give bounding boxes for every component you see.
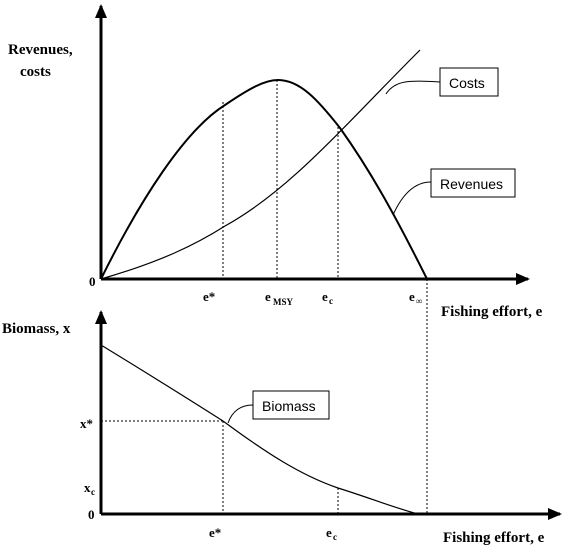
- costs-callout-box: [439, 67, 499, 97]
- tick-e-c-top-base: e: [322, 289, 328, 304]
- biomass-curve: [100, 344, 419, 515]
- tick-zero-bottom: 0: [88, 507, 95, 522]
- bottom-panel: Biomass, x Fishing effort, e x* x c 0 e*…: [2, 279, 562, 546]
- bottom-x-title: Fishing effort, e: [443, 530, 545, 546]
- tick-e-c-bottom-sub: c: [333, 532, 337, 542]
- tick-e-c-top: e c: [322, 289, 333, 306]
- top-panel: Revenues, costs 0 Fishing effort, e e* e…: [8, 4, 543, 320]
- tick-e-inf-sub: ∞: [416, 296, 422, 306]
- tick-e-inf: e ∞: [409, 289, 422, 306]
- top-origin-label: 0: [89, 274, 96, 289]
- bottom-y-title: Biomass, x: [2, 321, 71, 337]
- tick-e-star-top: e*: [203, 289, 215, 304]
- revenues-callout-leader: [392, 181, 432, 216]
- tick-x-c-base: x: [84, 480, 91, 495]
- top-y-title-line2: costs: [20, 64, 51, 80]
- tick-x-c: x c: [84, 480, 95, 497]
- tick-e-c-bottom: e c: [326, 525, 337, 542]
- tick-e-msy: e MSY: [265, 289, 294, 307]
- tick-e-c-bottom-base: e: [326, 525, 332, 540]
- costs-callout-leader: [385, 80, 441, 95]
- top-y-title-line1: Revenues,: [8, 42, 73, 58]
- biomass-callout-text: Biomass: [262, 398, 316, 414]
- biomass-callout-leader: [227, 404, 254, 424]
- cost-curve: [100, 49, 421, 280]
- costs-callout-text: Costs: [449, 75, 485, 91]
- revenues-callout-box: [430, 168, 516, 198]
- revenues-callout-text: Revenues: [440, 176, 503, 192]
- revenue-curve: [100, 78, 428, 280]
- top-x-title: Fishing effort, e: [441, 304, 543, 320]
- tick-x-star: x*: [80, 416, 93, 431]
- tick-e-msy-sub: MSY: [273, 297, 294, 307]
- tick-x-c-sub: c: [91, 487, 95, 497]
- tick-e-star-bottom: e*: [209, 525, 221, 540]
- tick-e-msy-base: e: [265, 289, 271, 304]
- biomass-callout-box: [252, 390, 330, 420]
- tick-e-inf-base: e: [409, 289, 415, 304]
- tick-e-c-top-sub: c: [329, 296, 333, 306]
